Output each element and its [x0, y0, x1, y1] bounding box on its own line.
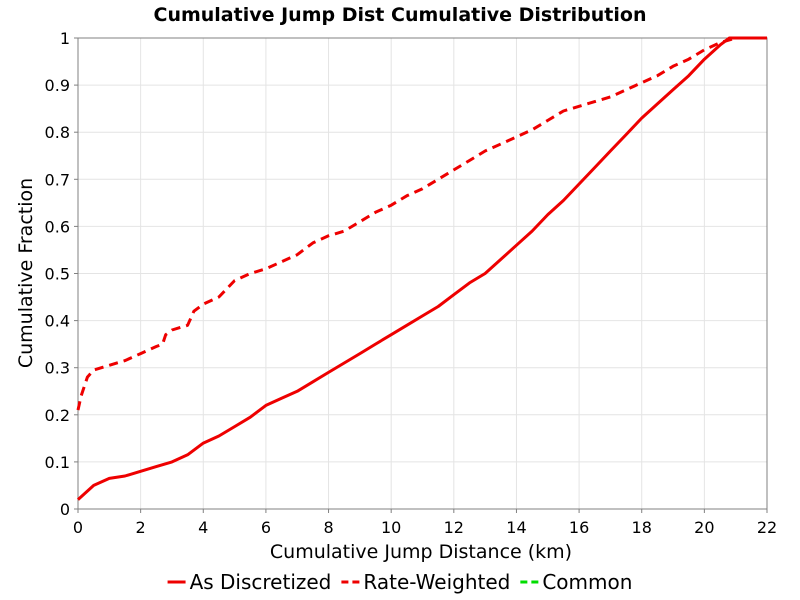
x-tick-label: 4: [198, 518, 208, 537]
x-tick-label: 18: [632, 518, 652, 537]
series-lines: [76, 36, 767, 501]
y-tick-label: 0.2: [45, 406, 70, 425]
y-tick-label: 0.3: [45, 359, 70, 378]
y-tick-label: 0.4: [45, 312, 70, 331]
x-tick-label: 0: [73, 518, 83, 537]
x-tick-label: 22: [757, 518, 777, 537]
y-tick-label: 0.9: [45, 76, 70, 95]
y-tick-label: 0.8: [45, 123, 70, 142]
y-tick-label: 0.7: [45, 170, 70, 189]
y-tick-label: 1: [60, 29, 70, 48]
y-tick-label: 0: [60, 500, 70, 519]
x-axis-ticks: 0 2 4 6 8 10 12 14 16 18 20 22: [73, 509, 777, 537]
series-line-1: [76, 36, 767, 411]
y-axis-label: Cumulative Fraction: [15, 178, 37, 368]
series-line-0: [76, 36, 767, 501]
x-tick-label: 10: [381, 518, 401, 537]
x-tick-label: 16: [569, 518, 589, 537]
chart-title: Cumulative Jump Dist Cumulative Distribu…: [154, 4, 647, 26]
x-tick-label: 6: [261, 518, 271, 537]
legend-label-0: As Discretized: [190, 570, 332, 594]
x-axis-label: Cumulative Jump Distance (km): [270, 541, 572, 563]
y-tick-label: 0.6: [45, 217, 70, 236]
y-axis-ticks: 0 0.1 0.2 0.3 0.4 0.5 0.6 0.7 0.8 0.9 1: [45, 29, 78, 519]
x-tick-label: 14: [506, 518, 526, 537]
legend: As Discretized Rate-Weighted Common: [167, 570, 632, 594]
y-tick-label: 0.5: [45, 265, 70, 284]
x-tick-label: 8: [323, 518, 333, 537]
x-tick-label: 20: [694, 518, 714, 537]
x-tick-label: 12: [444, 518, 464, 537]
grid: [77, 37, 768, 510]
legend-label-1: Rate-Weighted: [363, 570, 510, 594]
y-tick-label: 0.1: [45, 453, 70, 472]
legend-label-2: Common: [542, 570, 632, 594]
x-tick-label: 2: [136, 518, 146, 537]
